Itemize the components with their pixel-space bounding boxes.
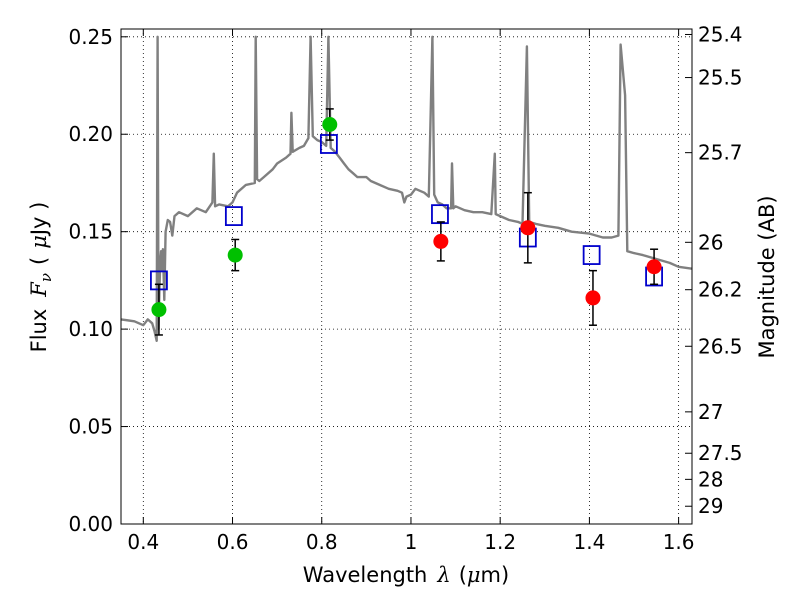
y2-tick-label: 27.5 [698,441,743,465]
photometry-point [646,259,662,275]
model-photometry-square [224,206,243,226]
y2-tick-label: 25.7 [698,141,743,165]
model-photometry-square [319,134,338,154]
x-tick-label: 0.8 [306,530,338,554]
y2-tick-label: 28 [698,467,723,491]
photometry-point [433,233,449,249]
y-tick-label: 0.20 [68,122,113,146]
y2-tick-label: 25.5 [698,66,743,90]
plot-frame [120,28,693,525]
model-photometry-square [582,245,601,265]
y-tick-label: 0.15 [68,220,113,244]
y-axis-unit-mu: μ [27,235,51,249]
x-tick-label: 0.6 [217,530,249,554]
y2-tick-label: 26 [698,230,723,254]
y2-tick-label: 26.5 [698,334,743,358]
x-axis-unit-rest: m) [481,563,510,587]
x-tick-label: 1.6 [663,530,695,554]
model-photometry-square [431,204,449,225]
x-tick-label: 1.4 [573,530,605,554]
x-axis-symbol: λ [436,563,450,587]
y2-tick-label: 25.4 [698,22,743,46]
photometry-point [520,220,536,236]
y2-tick-label: 29 [698,494,723,518]
y-axis-symbol-sub: ν [37,273,55,282]
x-axis-label-text: Wavelength [303,563,428,587]
y-tick-label: 0.25 [68,25,113,49]
sed-model-line [121,35,692,342]
plot-series [121,35,692,342]
photometry-point [227,247,243,263]
photometry-point [585,290,601,306]
y-axis-label: Flux Fν ( μJy ) [27,202,55,353]
y2-axis-label: Magnitude (AB) [755,195,779,358]
axis-ticks: 0.4 0.6 0.8 1 1.2 1.4 1.6 0.00 0.05 0.10 0.15 0.20 0… [68,22,742,554]
x-tick-label: 0.4 [127,530,159,554]
y-axis-unit-rest: Jy ) [27,202,51,238]
y2-tick-label: 27 [698,400,723,424]
y2-tick-label: 26.2 [698,278,743,302]
photometry-point [322,116,338,132]
x-tick-label: 1 [405,530,418,554]
x-axis-unit-open: ( [459,563,467,587]
y-tick-label: 0.05 [68,415,113,439]
y-axis-symbol: F [27,281,51,298]
x-axis-label: Wavelength λ (μm) [303,563,509,587]
grid-lines [121,29,692,525]
x-axis-unit-mu: μ [467,563,481,587]
y-tick-label: 0.10 [68,317,113,341]
photometry-point [151,302,167,318]
y-axis-unit-open: ( [27,257,51,265]
y-tick-label: 0.00 [68,512,113,536]
y-axis-label-text: Flux [27,309,51,353]
x-tick-label: 1.2 [484,530,516,554]
